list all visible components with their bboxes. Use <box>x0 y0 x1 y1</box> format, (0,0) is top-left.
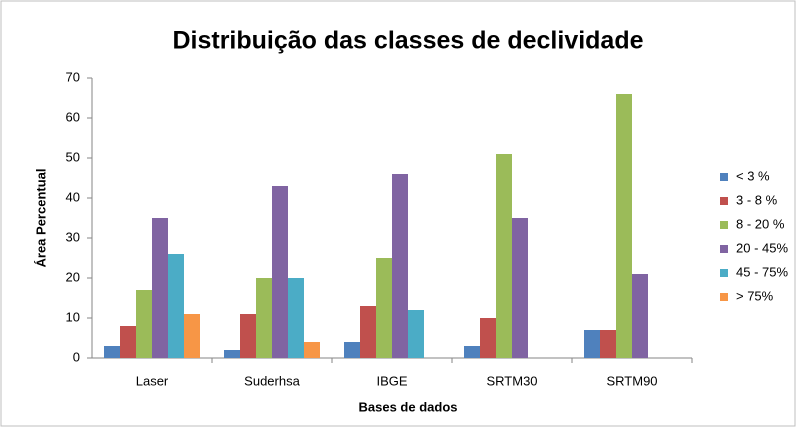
y-tick-label: 40 <box>66 189 80 204</box>
legend-label: 8 - 20 % <box>736 216 785 231</box>
x-tick-label: SRTM30 <box>486 373 537 388</box>
x-axis-label: Bases de dados <box>359 399 458 414</box>
bar <box>240 314 256 358</box>
bar <box>184 314 200 358</box>
y-tick-label: 30 <box>66 229 80 244</box>
bar <box>120 326 136 358</box>
bar <box>360 306 376 358</box>
legend-label: > 75% <box>736 288 774 303</box>
bar <box>480 318 496 358</box>
y-tick-label: 10 <box>66 309 80 324</box>
bar <box>600 330 616 358</box>
x-tick-label: IBGE <box>376 373 407 388</box>
y-tick-label: 50 <box>66 149 80 164</box>
legend-swatch <box>720 197 728 205</box>
bar <box>376 258 392 358</box>
bar <box>632 274 648 358</box>
legend-swatch <box>720 293 728 301</box>
x-tick-label: SRTM90 <box>606 373 657 388</box>
bar <box>392 174 408 358</box>
y-tick-label: 0 <box>73 349 80 364</box>
y-axis-label: Área Percentual <box>33 169 48 268</box>
legend-label: 20 - 45% <box>736 240 788 255</box>
legend-label: < 3 % <box>736 168 770 183</box>
legend-label: 45 - 75% <box>736 264 788 279</box>
bar <box>256 278 272 358</box>
x-tick-label: Laser <box>136 373 169 388</box>
bar <box>288 278 304 358</box>
bar <box>464 346 480 358</box>
legend-swatch <box>720 173 728 181</box>
bar <box>152 218 168 358</box>
bar <box>168 254 184 358</box>
bar <box>304 342 320 358</box>
bar <box>512 218 528 358</box>
bar <box>344 342 360 358</box>
bar <box>104 346 120 358</box>
chart-title: Distribuição das classes de declividade <box>172 27 643 55</box>
y-tick-label: 60 <box>66 109 80 124</box>
bar <box>272 186 288 358</box>
bar <box>496 154 512 358</box>
y-tick-label: 20 <box>66 269 80 284</box>
bar <box>136 290 152 358</box>
bar <box>224 350 240 358</box>
bar <box>584 330 600 358</box>
bar <box>408 310 424 358</box>
legend-label: 3 - 8 % <box>736 192 778 207</box>
y-tick-label: 70 <box>66 69 80 84</box>
bar <box>616 94 632 358</box>
legend-swatch <box>720 269 728 277</box>
legend-swatch <box>720 221 728 229</box>
legend-swatch <box>720 245 728 253</box>
x-tick-label: Suderhsa <box>244 373 300 388</box>
